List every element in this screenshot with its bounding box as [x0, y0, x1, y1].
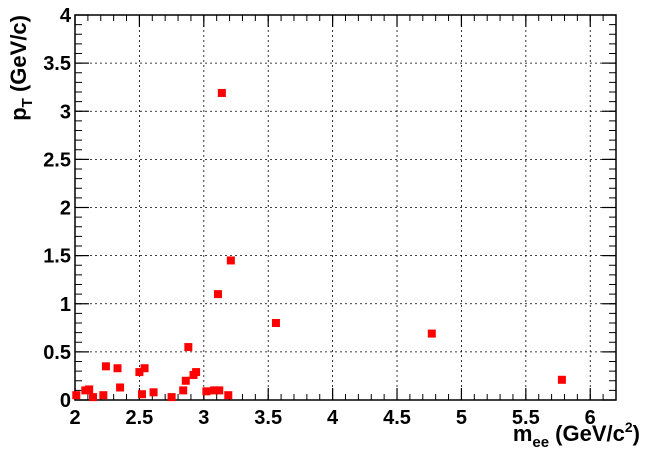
y-tick-label: 0: [60, 390, 71, 412]
y-axis-title: pT (GeV/c): [6, 15, 36, 121]
data-point: [215, 386, 224, 395]
x-tick-label: 4: [327, 407, 339, 429]
data-point: [202, 387, 211, 396]
data-point: [99, 391, 108, 400]
y-tick-label: 3: [60, 101, 71, 123]
y-tick-label: 1: [60, 294, 71, 316]
x-tick-label: 5: [456, 407, 467, 429]
data-point: [137, 390, 146, 399]
data-points: [72, 88, 566, 402]
x-axis-title-unit-close: ): [633, 421, 640, 446]
x-tick-label: 2.5: [125, 407, 153, 429]
data-point: [217, 88, 226, 97]
x-axis-title: mee (GeV/c2): [513, 419, 640, 450]
y-tick-label: 2.5: [43, 149, 71, 171]
plot-frame: [74, 14, 617, 401]
y-axis-title-unit: (GeV/c): [6, 15, 31, 98]
y-tick-label: 2: [60, 198, 71, 220]
data-point: [192, 368, 201, 377]
y-tick-label: 4: [60, 5, 72, 27]
data-point: [140, 364, 149, 373]
x-axis-title-main: m: [513, 421, 533, 446]
x-tick-label: 5.5: [512, 407, 540, 429]
data-point: [167, 393, 176, 402]
data-point: [271, 319, 280, 327]
data-point: [149, 388, 158, 397]
y-axis-title-subscript: T: [19, 98, 36, 107]
data-point: [135, 368, 144, 377]
data-point: [210, 386, 219, 395]
x-tick-label: 3: [198, 407, 209, 429]
data-point: [184, 343, 193, 352]
x-axis-title-superscript: 2: [625, 419, 633, 435]
data-point: [226, 256, 235, 265]
y-axis-title-main: p: [6, 107, 31, 120]
x-tick-label: 2: [69, 407, 80, 429]
data-point: [101, 362, 110, 371]
data-point: [224, 391, 233, 400]
grid-lines: [75, 15, 616, 400]
x-tick-label: 6: [585, 407, 596, 429]
axis-ticks: [74, 14, 617, 401]
data-point: [116, 383, 125, 392]
data-point: [179, 386, 188, 395]
data-point: [113, 364, 122, 373]
data-point: [427, 329, 436, 338]
data-point: [557, 375, 566, 384]
y-tick-label: 0.5: [43, 342, 71, 364]
x-axis-title-unit: (GeV/c: [549, 421, 625, 446]
data-point: [72, 391, 81, 400]
data-point: [85, 385, 94, 394]
x-tick-labels: 2 2.5 3 3.5 4 4.5 5 5.5 6: [69, 407, 595, 429]
x-axis-title-subscript: ee: [532, 434, 549, 450]
x-tick-label: 4.5: [383, 407, 411, 429]
data-point: [181, 376, 190, 385]
data-point: [89, 393, 98, 402]
y-tick-labels: 0 0.5 1 1.5 2 2.5 3 3.5 4: [43, 5, 72, 412]
y-tick-label: 3.5: [43, 53, 71, 75]
x-tick-label: 3.5: [254, 407, 282, 429]
data-point: [213, 290, 222, 299]
y-tick-label: 1.5: [43, 246, 71, 268]
